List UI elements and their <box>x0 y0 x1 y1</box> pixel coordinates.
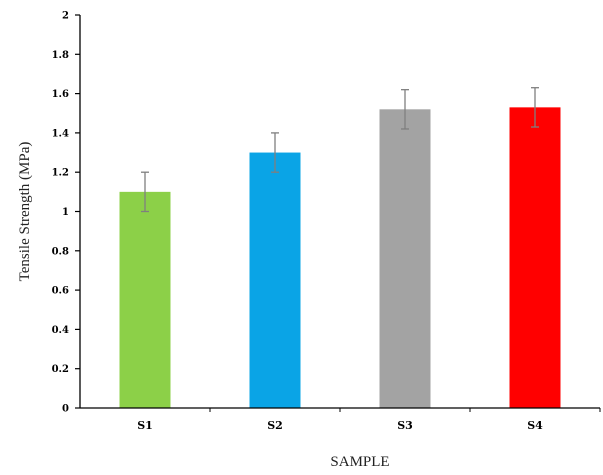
y-tick-label: 0.2 <box>52 364 69 375</box>
error-bar-s4 <box>531 87 539 128</box>
x-tick-label-s1: S1 <box>137 419 153 432</box>
bar-s3 <box>379 109 431 408</box>
y-ticks-group: 0 0.2 0.4 0.6 0.8 1 1.2 1.4 1.6 1.8 2 <box>52 11 80 415</box>
x-axis-title: SAMPLE <box>330 454 389 470</box>
bar-s4 <box>509 107 561 408</box>
y-tick-label: 1.6 <box>52 89 69 100</box>
x-tick-label-s3: S3 <box>397 419 413 432</box>
y-tick-label: 0.6 <box>52 286 69 297</box>
bar-s2 <box>249 152 301 408</box>
error-bar-s3 <box>401 89 409 130</box>
bars-group <box>119 107 561 408</box>
x-tick-label-s2: S2 <box>267 419 283 432</box>
bar-s1 <box>119 191 171 408</box>
error-bar-s2 <box>271 132 279 173</box>
x-ticks-group: S1 S2 S3 S4 <box>137 408 601 432</box>
y-tick-label: 1.2 <box>52 168 69 179</box>
y-tick-label: 1 <box>62 207 69 218</box>
y-tick-label: 1.8 <box>52 50 69 61</box>
y-tick-label: 0.8 <box>52 246 69 257</box>
y-axis-title: Tensile Strength (MPa) <box>17 142 33 282</box>
error-bar-s1 <box>141 171 149 213</box>
y-tick-label: 0 <box>62 404 69 415</box>
x-tick-label-s4: S4 <box>527 419 543 432</box>
y-tick-label: 1.4 <box>52 128 69 139</box>
y-tick-label: 0.4 <box>52 325 69 336</box>
error-bars-group <box>141 87 539 213</box>
y-tick-label: 2 <box>62 11 69 22</box>
